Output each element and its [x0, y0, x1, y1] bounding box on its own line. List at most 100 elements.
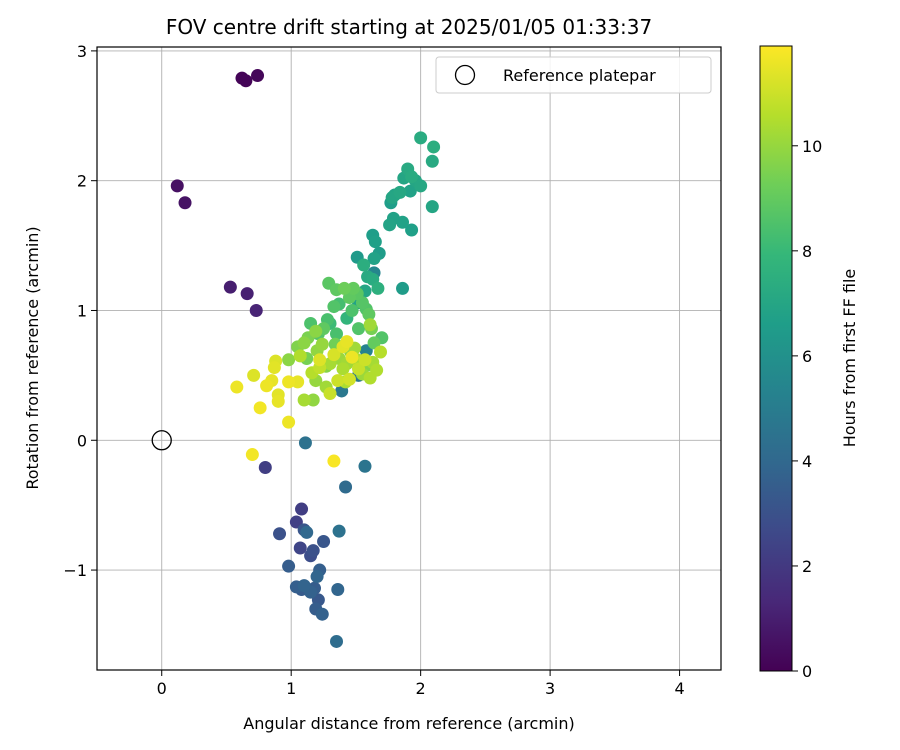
data-point [403, 184, 417, 198]
data-point [297, 393, 311, 407]
legend-label: Reference platepar [503, 66, 656, 85]
data-point [258, 461, 272, 475]
data-point [336, 362, 350, 376]
legend-marker-icon [454, 64, 476, 86]
data-point [249, 303, 263, 317]
data-point [425, 154, 439, 168]
data-point [271, 394, 285, 408]
data-point [282, 559, 296, 573]
data-point [317, 535, 331, 549]
legend-box [435, 56, 712, 94]
data-point [383, 218, 397, 232]
data-point [352, 362, 366, 376]
data-point [363, 318, 377, 332]
colorbar: 0 2 4 6 8 10 Hours from first FF file [759, 45, 859, 681]
data-point [247, 368, 261, 382]
data-point [293, 349, 307, 363]
y-axis-ticks: −1 0 1 2 3 [63, 42, 97, 580]
data-point [313, 353, 327, 367]
data-point [331, 583, 345, 597]
reference-platepar-marker [151, 430, 172, 451]
colorbar-tick-label: 8 [802, 242, 812, 261]
data-point [340, 335, 354, 349]
colorbar-tick-label: 0 [802, 662, 812, 681]
data-point [367, 336, 381, 350]
y-tick-label: −1 [63, 561, 87, 580]
data-point [396, 281, 410, 295]
data-point [306, 544, 320, 558]
data-point [425, 200, 439, 214]
data-point [330, 634, 344, 648]
data-point [245, 448, 259, 462]
legend: Reference platepar [435, 56, 712, 94]
data-point [223, 280, 237, 294]
colorbar-ticks: 0 2 4 6 8 10 [792, 137, 822, 681]
data-point [327, 348, 341, 362]
data-point [427, 140, 441, 154]
grid [97, 47, 721, 670]
data-point [230, 380, 244, 394]
data-point [393, 185, 407, 199]
colorbar-tick-label: 6 [802, 347, 812, 366]
data-point [342, 372, 356, 386]
data-point [239, 74, 253, 88]
data-point [240, 287, 254, 301]
data-point [352, 322, 366, 336]
data-point [331, 374, 345, 388]
data-point [346, 281, 360, 295]
data-point [367, 252, 381, 266]
data-point [396, 215, 410, 229]
data-point [310, 570, 324, 584]
colorbar-label: Hours from first FF file [840, 269, 859, 448]
data-point [330, 327, 344, 341]
data-point [327, 300, 341, 314]
data-point [282, 353, 296, 367]
data-point [337, 281, 351, 295]
data-point [405, 223, 419, 237]
data-point [363, 371, 377, 385]
x-tick-label: 0 [157, 679, 167, 698]
data-point [253, 401, 267, 415]
x-tick-label: 1 [286, 679, 296, 698]
plot-area: 0 1 2 3 4 −1 0 1 2 3 [63, 42, 722, 698]
data-point [170, 179, 184, 193]
data-point [297, 579, 311, 593]
data-point [282, 415, 296, 429]
data-point [358, 353, 372, 367]
y-tick-label: 2 [77, 172, 87, 191]
data-point [405, 170, 419, 184]
data-point [260, 379, 274, 393]
x-axis-label: Angular distance from reference (arcmin) [243, 714, 574, 733]
data-point [282, 375, 296, 389]
y-tick-label: 3 [77, 42, 87, 61]
data-point [358, 459, 372, 473]
data-point [332, 524, 346, 538]
chart-title: FOV centre drift starting at 2025/01/05 … [166, 15, 652, 39]
data-points [170, 69, 441, 648]
data-point [327, 454, 341, 468]
colorbar-tick-label: 2 [802, 557, 812, 576]
data-point [362, 307, 376, 321]
colorbar-gradient [759, 45, 793, 672]
y-axis-label: Rotation from reference (arcmin) [23, 226, 42, 489]
colorbar-tick-label: 4 [802, 452, 812, 471]
data-point [371, 281, 385, 295]
colorbar-tick-label: 10 [802, 137, 822, 156]
axes-frame [96, 46, 722, 671]
data-point [323, 387, 337, 401]
data-point [273, 527, 287, 541]
data-point [339, 480, 353, 494]
data-point [414, 179, 428, 193]
x-axis-ticks: 0 1 2 3 4 [157, 670, 685, 698]
data-point [315, 607, 329, 621]
data-point [291, 375, 305, 389]
data-point [178, 196, 192, 210]
data-point [306, 393, 320, 407]
x-tick-label: 3 [545, 679, 555, 698]
data-point [345, 350, 359, 364]
data-point [357, 258, 371, 272]
data-point [293, 541, 307, 555]
reference-marker-group [151, 430, 172, 451]
data-point [368, 235, 382, 249]
